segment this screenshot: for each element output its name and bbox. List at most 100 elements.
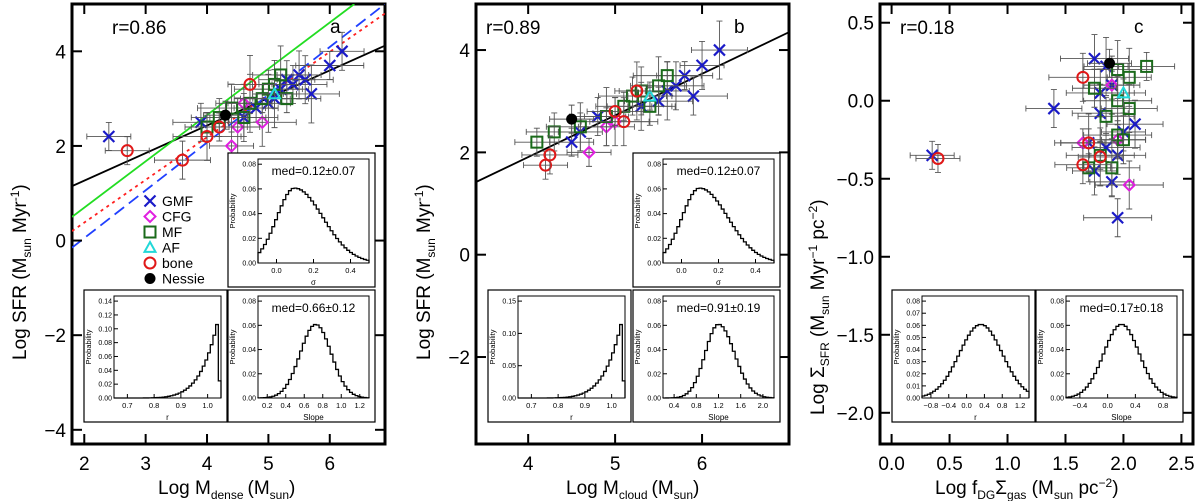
panel-c-point-bone <box>1093 150 1107 164</box>
legend-label-mf: MF <box>162 224 182 240</box>
inset-a-bottom-right-ytick-label: 0.02 <box>242 371 256 378</box>
panel-a-line-1 <box>72 4 355 218</box>
inset-a-bottom-left-frame <box>83 289 228 423</box>
panel-b-point-nessie <box>566 113 578 125</box>
inset-a-bottom-right-xtick-label: 0.6 <box>299 401 309 410</box>
panel-a-point-gmf <box>335 45 349 58</box>
inset-c-bottom-right-ytick-label: 0.00 <box>1050 396 1064 403</box>
panel-c-point-af <box>1116 85 1131 99</box>
panel-a-point-gmf <box>102 130 116 143</box>
inset-c-bottom-right-xtick-label: −0.4 <box>1072 401 1087 410</box>
panel-c-xlabel-sub: DG <box>977 488 995 501</box>
inset-b-bottom-left-ytick-label: 0.00 <box>502 396 516 403</box>
panel-b-point-af <box>642 88 658 102</box>
inset-a-bottom-right-xtick-label: 0.2 <box>262 401 272 410</box>
panel-a-ylabel-main: Log SFR (M <box>10 258 31 360</box>
inset-a-top-ylabel: Probability <box>228 193 237 228</box>
inset-c-bottom-left-ytick-label: 0.05 <box>906 335 920 342</box>
inset-a-bottom-left-ytick-label: 0.04 <box>98 368 112 375</box>
panel-b-xlabel-unit: (M <box>652 478 674 499</box>
panel-b-xtick-label: 6 <box>697 454 708 475</box>
panel-a-errorbar <box>209 131 255 161</box>
panel-c-xlabel-sigma: Σ <box>995 478 1007 499</box>
panel-a-xtick-label: 4 <box>202 454 213 475</box>
panel-c-ylabel-unit: (M <box>808 315 829 342</box>
inset-c-bottom-left-ytick-label: 0.00 <box>906 396 920 403</box>
inset-a-bottom-right-ytick-label: 0.08 <box>242 299 256 306</box>
panel-b-xlabel-sub: cloud <box>619 488 648 501</box>
inset-c-bottom-right: −0.4 0.0 0.4 0.8 0.00 0.02 0.04 0.06 0.08 Slope Pr… <box>1035 289 1184 423</box>
panel-c-point-gmf <box>1111 211 1124 225</box>
inset-b-bottom-right-ytick-label: 0.06 <box>647 323 661 330</box>
legend-label-gmf: GMF <box>162 193 193 209</box>
panel-a-ytick-label: 2 <box>55 137 66 158</box>
inset-c-bottom-left-ytick-label: 0.04 <box>906 347 920 354</box>
inset-a-bottom-left-histogram <box>114 323 222 399</box>
panel-c-errorbar <box>1118 51 1176 81</box>
panel-b-ylabel-main: Log SFR (M <box>414 258 435 360</box>
panel-c-ylabel-sup1: −1 <box>806 245 820 259</box>
panel-b-ylabel: Log SFR (Msun Myr-1) <box>412 184 438 360</box>
panel-c-point-mf <box>1111 63 1125 77</box>
panel-a-errorbar <box>190 112 248 142</box>
inset-b-bottom-left-frame <box>487 289 632 423</box>
panel-b-ticks: 4 5 6 −2 0 2 4 <box>448 4 789 475</box>
inset-a-bottom-left-xtick-label: 1.0 <box>202 401 212 410</box>
inset-b-bottom-right: 0.4 0.8 1.2 1.6 2.0 0.00 0.02 0.04 0.06 0.08 Slope… <box>632 289 781 423</box>
inset-b-bottom-right-ytick-label: 0.00 <box>647 396 661 403</box>
inset-a-bottom-left-plotarea <box>113 295 222 399</box>
panel-c-errorbar <box>1094 160 1164 210</box>
inset-c-bottom-left-xlabel: r <box>974 413 977 422</box>
inset-c-bottom-right-median-label: med=0.17±0.18 <box>1080 301 1164 315</box>
inset-a-bottom-right-frame <box>227 289 376 423</box>
inset-a-bottom-right-xtick-label: 1.2 <box>355 401 365 410</box>
panel-c-errorbar <box>1100 78 1146 108</box>
panel-c-xtick-label: 2.0 <box>1110 454 1136 475</box>
inset-a-top: 0.0 0.2 0.4 0.00 0.02 0.04 0.06 0.08 σ Probabilit… <box>227 152 376 288</box>
inset-b-top-xtick-label: 0.2 <box>713 266 723 275</box>
panel-a-errorbar <box>227 97 297 147</box>
inset-a-bottom-right-histogram <box>257 323 370 399</box>
panel-b-errorbar <box>589 97 659 147</box>
panel-b-point-gmf <box>687 89 700 103</box>
panel-a-point-bone <box>175 153 189 167</box>
panel-b-point-mf <box>530 135 544 149</box>
panel-b-point-gmf <box>713 43 726 57</box>
inset-c-bottom-left-xtick-label: 0.4 <box>979 401 989 410</box>
panel-b-errorbar <box>630 56 688 116</box>
panel-c-errorbar <box>1077 127 1123 187</box>
inset-c-bottom-right-plotarea <box>1065 295 1178 399</box>
panel-c-xlabel-unit2: pc <box>1073 478 1098 499</box>
inset-b-top-ytick-label: 0.08 <box>647 162 661 169</box>
panel-b-errorbar <box>521 135 579 175</box>
panel-b-ytick-label: 2 <box>459 143 470 164</box>
panel-c-frame <box>878 2 1195 446</box>
panel-b-ylabel-close: ) <box>414 184 435 190</box>
inset-b-top-xtick-label: 0.0 <box>676 266 686 275</box>
legend-marker-bone <box>143 256 157 270</box>
panel-c-point-gmf <box>1088 52 1101 65</box>
panel-a-ytick-label: −4 <box>44 421 66 442</box>
panel-c: 0.0 0.5 1.0 1.5 2.0 2.5 −2.0 −1.5 −1.0 −0.5 0.0 0.5… <box>806 2 1195 501</box>
inset-c-bottom-left-xtick-label: −0.4 <box>941 401 956 410</box>
panel-b-point-bone <box>630 84 644 98</box>
inset-b-top-ytick-label: 0.02 <box>647 236 661 243</box>
panel-a-point-mf <box>225 101 239 115</box>
panel-c-point-mf <box>1122 70 1136 84</box>
panel-b-ylabel-mid: Myr <box>414 201 435 239</box>
inset-b-top-ytick-label: 0.06 <box>647 186 661 193</box>
inset-b-top-median-label: med=0.12±0.07 <box>677 164 761 178</box>
panel-c-r-label: r=0.18 <box>900 18 954 39</box>
inset-a-top-ytick-label: 0.04 <box>242 211 256 218</box>
inset-b-top-frame <box>632 152 781 288</box>
inset-a-bottom-right-plotarea <box>257 295 370 399</box>
inset-a-bottom-right-ytick-label: 0.00 <box>242 396 256 403</box>
panel-a-points <box>86 31 365 180</box>
panel-c-ylabel: Log ΣSFR (Msun Myr−1 pc−2) <box>806 199 832 415</box>
inset-a-bottom-right-xtick-label: 0.8 <box>318 401 328 410</box>
panel-c-xlabel-sup: −2 <box>1099 476 1113 490</box>
inset-b-bottom-right-ylabel: Probability <box>633 329 642 364</box>
panel-a-point-bone <box>243 77 257 91</box>
panel-c-point-gmf <box>925 149 939 162</box>
inset-a-top-frame <box>227 152 376 288</box>
